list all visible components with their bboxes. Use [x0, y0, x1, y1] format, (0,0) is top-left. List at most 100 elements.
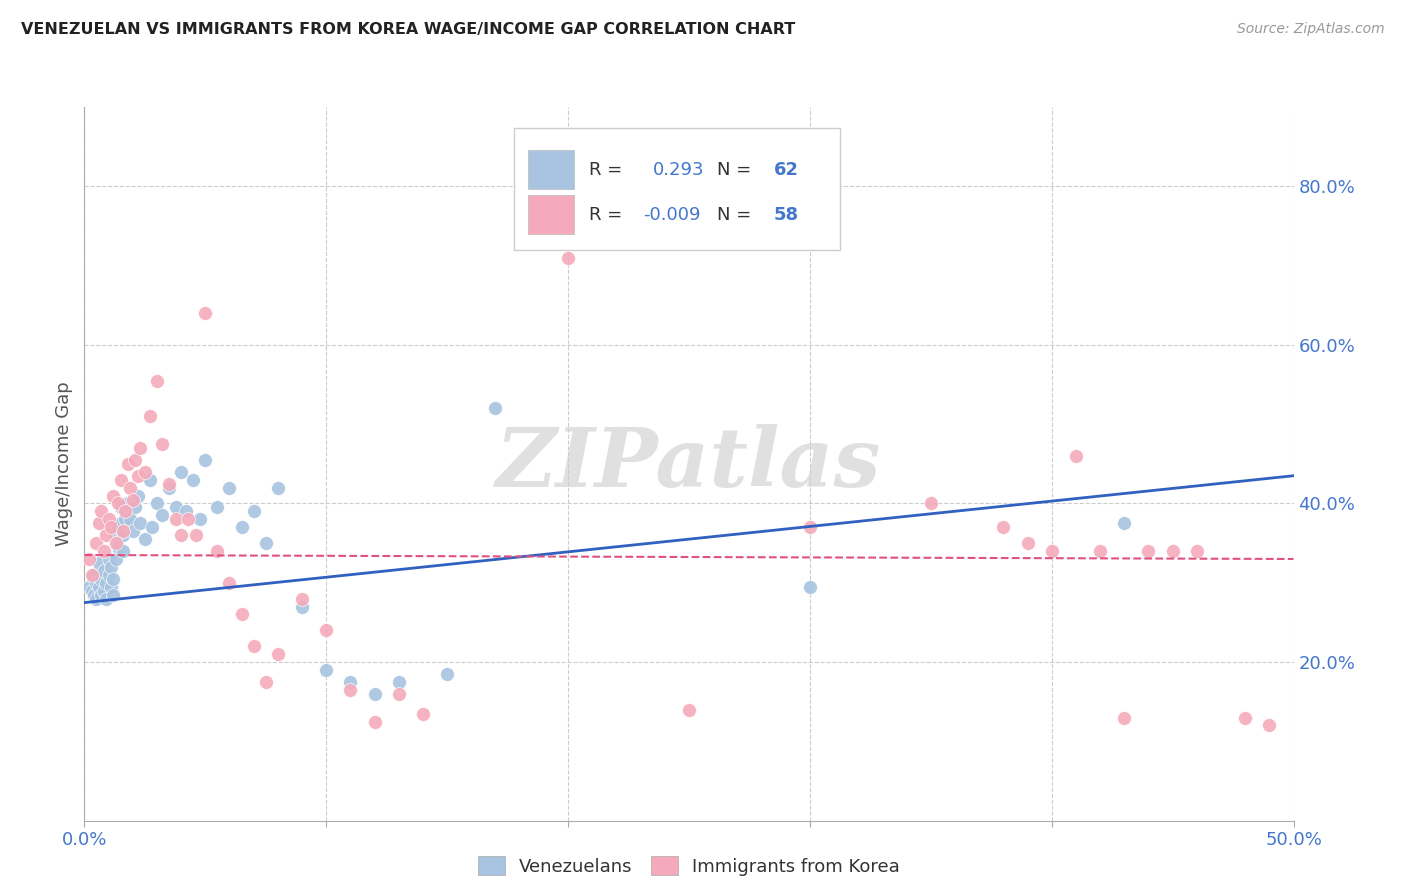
Point	[94, 528, 117, 542]
Point	[315, 663, 337, 677]
Point	[87, 556, 110, 570]
Point	[1040, 544, 1063, 558]
Point	[138, 473, 160, 487]
Point	[77, 580, 100, 594]
Text: 58: 58	[773, 206, 799, 224]
Point	[86, 591, 108, 606]
Point	[1161, 544, 1184, 558]
Point	[107, 520, 129, 534]
Point	[86, 575, 108, 590]
Point	[207, 500, 229, 515]
Point	[90, 588, 112, 602]
Text: -0.009: -0.009	[643, 206, 700, 224]
Point	[104, 536, 127, 550]
Point	[799, 580, 821, 594]
Point	[146, 496, 169, 510]
Point	[1234, 710, 1257, 724]
Point	[134, 532, 156, 546]
Text: N =: N =	[717, 161, 751, 178]
Point	[124, 453, 146, 467]
Point	[231, 607, 253, 622]
Point	[194, 306, 217, 320]
Point	[120, 481, 142, 495]
Point	[112, 544, 135, 558]
Point	[146, 374, 169, 388]
Point	[1088, 544, 1111, 558]
Point	[993, 520, 1015, 534]
Point	[388, 674, 411, 689]
Point	[100, 580, 122, 594]
Point	[129, 441, 152, 455]
Point	[138, 409, 160, 424]
Point	[1064, 449, 1087, 463]
Point	[80, 583, 103, 598]
Point	[112, 528, 135, 542]
Point	[165, 512, 187, 526]
Point	[100, 520, 122, 534]
Point	[90, 504, 112, 518]
Point	[93, 564, 115, 578]
Point	[157, 481, 180, 495]
Point	[83, 567, 105, 582]
Point	[231, 520, 253, 534]
Point	[93, 544, 115, 558]
Point	[181, 473, 204, 487]
Text: ZIPatlas: ZIPatlas	[496, 424, 882, 504]
Point	[170, 465, 193, 479]
Point	[150, 508, 173, 523]
Point	[114, 512, 136, 526]
Point	[254, 536, 277, 550]
Point	[97, 512, 120, 526]
Point	[1114, 516, 1136, 531]
Point	[339, 682, 361, 697]
Point	[315, 624, 337, 638]
Point	[267, 481, 290, 495]
Point	[110, 473, 132, 487]
Point	[1017, 536, 1039, 550]
Text: N =: N =	[717, 206, 751, 224]
Point	[207, 544, 229, 558]
Point	[121, 524, 143, 539]
Point	[104, 552, 127, 566]
Point	[87, 516, 110, 531]
FancyBboxPatch shape	[529, 194, 574, 234]
Point	[363, 687, 385, 701]
Point	[339, 674, 361, 689]
Point	[1114, 710, 1136, 724]
Point	[242, 639, 264, 653]
Text: 62: 62	[773, 161, 799, 178]
Point	[484, 401, 506, 416]
Point	[86, 536, 108, 550]
Point	[103, 588, 125, 602]
Point	[100, 560, 122, 574]
Point	[174, 504, 197, 518]
Point	[291, 599, 314, 614]
Point	[134, 465, 156, 479]
Point	[112, 524, 135, 539]
Point	[104, 528, 127, 542]
Point	[77, 552, 100, 566]
Point	[129, 516, 152, 531]
Text: VENEZUELAN VS IMMIGRANTS FROM KOREA WAGE/INCOME GAP CORRELATION CHART: VENEZUELAN VS IMMIGRANTS FROM KOREA WAGE…	[21, 22, 796, 37]
Point	[87, 580, 110, 594]
Point	[103, 489, 125, 503]
Point	[1137, 544, 1160, 558]
Point	[1185, 544, 1208, 558]
Point	[1258, 718, 1281, 732]
Point	[218, 575, 240, 590]
Text: R =: R =	[589, 206, 627, 224]
Text: R =: R =	[589, 161, 627, 178]
Point	[90, 572, 112, 586]
Point	[80, 567, 103, 582]
Point	[436, 667, 458, 681]
Point	[117, 496, 139, 510]
Y-axis label: Wage/Income Gap: Wage/Income Gap	[55, 382, 73, 546]
Point	[920, 496, 942, 510]
Point	[127, 489, 149, 503]
Point	[157, 476, 180, 491]
Point	[141, 520, 163, 534]
Point	[150, 437, 173, 451]
Point	[117, 457, 139, 471]
Point	[127, 468, 149, 483]
Point	[97, 567, 120, 582]
